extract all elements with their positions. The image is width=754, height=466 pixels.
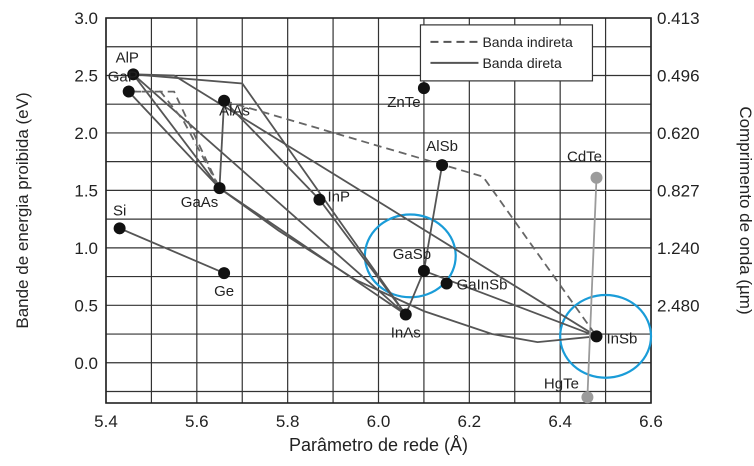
axes-layer: 5.4 5.6 5.8 6.0 6.2 6.4 6.6 0.0 0.5 1.0 1.5 2.0 2.5 3… (13, 9, 754, 455)
direct-band-line (586, 177, 598, 398)
y-tick-label: 1.0 (74, 239, 98, 258)
x-tick-label: 6.2 (458, 412, 482, 431)
x-tick-label: 6.0 (367, 412, 391, 431)
point-label: Si (113, 202, 126, 219)
legend-label: Banda direta (482, 55, 562, 71)
indirect-band-line (128, 90, 221, 189)
direct-band-line (133, 73, 407, 316)
direct-band-line (223, 100, 321, 201)
legend-label: Banda indireta (482, 34, 573, 50)
x-tick-label: 5.4 (94, 412, 118, 431)
y-tick-label: 0.0 (74, 354, 98, 373)
x-tick-label: 6.6 (639, 412, 663, 431)
x-tick-label: 5.6 (185, 412, 209, 431)
data-point (313, 193, 326, 206)
y-tick-label: 1.5 (74, 181, 98, 200)
data-point (440, 277, 453, 290)
point-label: AlP (116, 49, 139, 66)
direct-band-line (119, 227, 225, 274)
y2-tick-label: 0.496 (657, 66, 700, 85)
y2-tick-label: 1.240 (657, 239, 700, 258)
point-label: ZnTe (387, 94, 420, 111)
y2-tick-label: 0.620 (657, 124, 700, 143)
y2-tick-label: 0.827 (657, 181, 700, 200)
y-tick-label: 2.5 (74, 66, 98, 85)
y2-axis-label: Comprimento de onda (µm) (736, 106, 754, 314)
y-axis-label: Bande de energia proibida (eV) (13, 92, 32, 328)
data-point (218, 267, 231, 280)
direct-band-line (133, 73, 597, 338)
point-label: GaP (108, 69, 138, 86)
point-label: CdTe (567, 149, 602, 166)
data-point (122, 85, 135, 98)
data-point (127, 68, 140, 81)
direct-band-line (218, 187, 597, 344)
data-point (590, 330, 603, 343)
direct-band-line (404, 270, 425, 315)
x-tick-label: 5.8 (276, 412, 300, 431)
direct-band-line (423, 269, 597, 338)
data-point (590, 171, 603, 184)
indirect-band-line (133, 90, 221, 189)
x-tick-label: 6.4 (548, 412, 572, 431)
point-label: AlAs (219, 103, 250, 120)
point-layer: AlP GaP AlAs GaAs Si Ge InP ZnTe AlSb GaSb GaInSb I… (108, 49, 638, 404)
highlight-layer (363, 213, 653, 379)
y-tick-label: 2.0 (74, 124, 98, 143)
legend: Banda indireta Banda direta (419, 24, 594, 82)
highlight-ellipse (559, 293, 653, 379)
grid-layer (105, 17, 652, 404)
data-point (218, 94, 231, 107)
data-point (417, 264, 430, 277)
y2-tick-label: 2.480 (657, 296, 700, 315)
point-label: GaSb (393, 246, 431, 263)
point-label: Ge (214, 283, 234, 300)
data-point (581, 391, 594, 404)
point-label: HgTe (544, 375, 579, 392)
data-point (436, 159, 449, 172)
point-label: AlSb (426, 138, 458, 155)
line-layer (119, 73, 598, 398)
y-tick-label: 3.0 (74, 9, 98, 28)
y2-tick-label: 0.413 (657, 9, 700, 28)
direct-band-line (132, 73, 221, 189)
point-label: InSb (607, 330, 638, 347)
direct-band-line (218, 100, 225, 189)
direct-band-line (132, 73, 407, 316)
y-tick-label: 0.5 (74, 296, 98, 315)
data-point (417, 82, 430, 95)
data-point (399, 308, 412, 321)
plot-frame (105, 17, 652, 404)
point-label: GaAs (181, 194, 219, 211)
data-point (113, 222, 126, 235)
direct-band-line (128, 90, 221, 189)
x-axis-label: Parâmetro de rede (Å) (289, 435, 468, 455)
point-label: GaInSb (457, 276, 508, 293)
data-point (213, 182, 226, 195)
point-label: InP (327, 189, 350, 206)
direct-band-line (423, 164, 443, 271)
point-label: InAs (391, 325, 421, 342)
legend-box (419, 24, 594, 82)
